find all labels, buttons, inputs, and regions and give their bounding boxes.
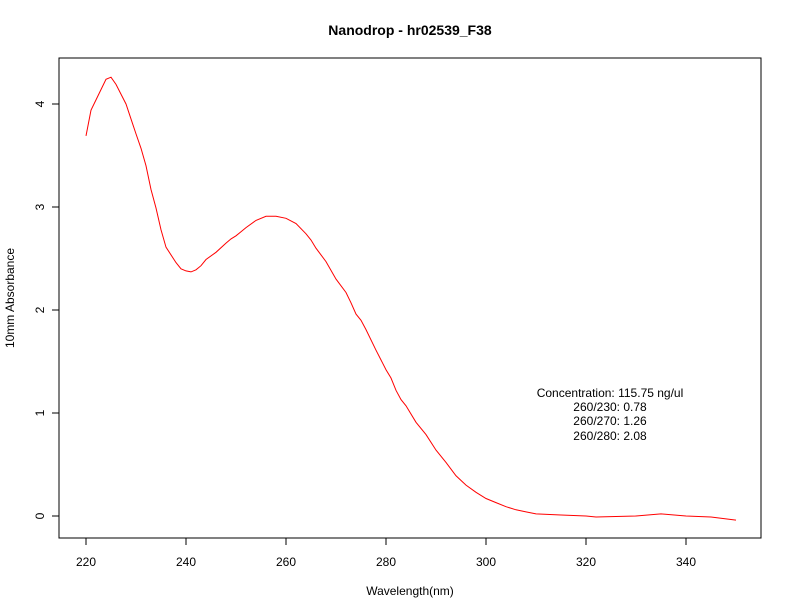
x-axis: 220 240 260 280 300 320 340	[76, 537, 696, 569]
y-axis-label: 10mm Absorbance	[3, 248, 17, 348]
annotation-260-280: 260/280: 2.08	[573, 429, 647, 443]
x-tick-label: 220	[76, 555, 96, 569]
y-tick-label: 1	[33, 409, 47, 416]
x-tick-label: 320	[576, 555, 596, 569]
x-tick-label: 300	[476, 555, 496, 569]
y-tick-label: 0	[33, 512, 47, 519]
annotation-260-270: 260/270: 1.26	[573, 414, 647, 428]
x-tick-label: 260	[276, 555, 296, 569]
chart-title: Nanodrop - hr02539_F38	[328, 22, 492, 38]
y-tick-label: 2	[33, 306, 47, 313]
x-tick-label: 240	[176, 555, 196, 569]
y-axis: 0 1 2 3 4	[33, 100, 60, 519]
x-tick-label: 340	[676, 555, 696, 569]
x-tick-label: 280	[376, 555, 396, 569]
absorbance-line	[85, 76, 737, 521]
y-tick-label: 4	[33, 100, 47, 107]
y-tick-label: 3	[33, 203, 47, 210]
annotation-concentration: Concentration: 115.75 ng/ul	[537, 386, 684, 400]
x-axis-label: Wavelength(nm)	[366, 584, 454, 598]
annotation-260-230: 260/230: 0.78	[573, 400, 647, 414]
stats-annotation: Concentration: 115.75 ng/ul 260/230: 0.7…	[537, 386, 684, 443]
